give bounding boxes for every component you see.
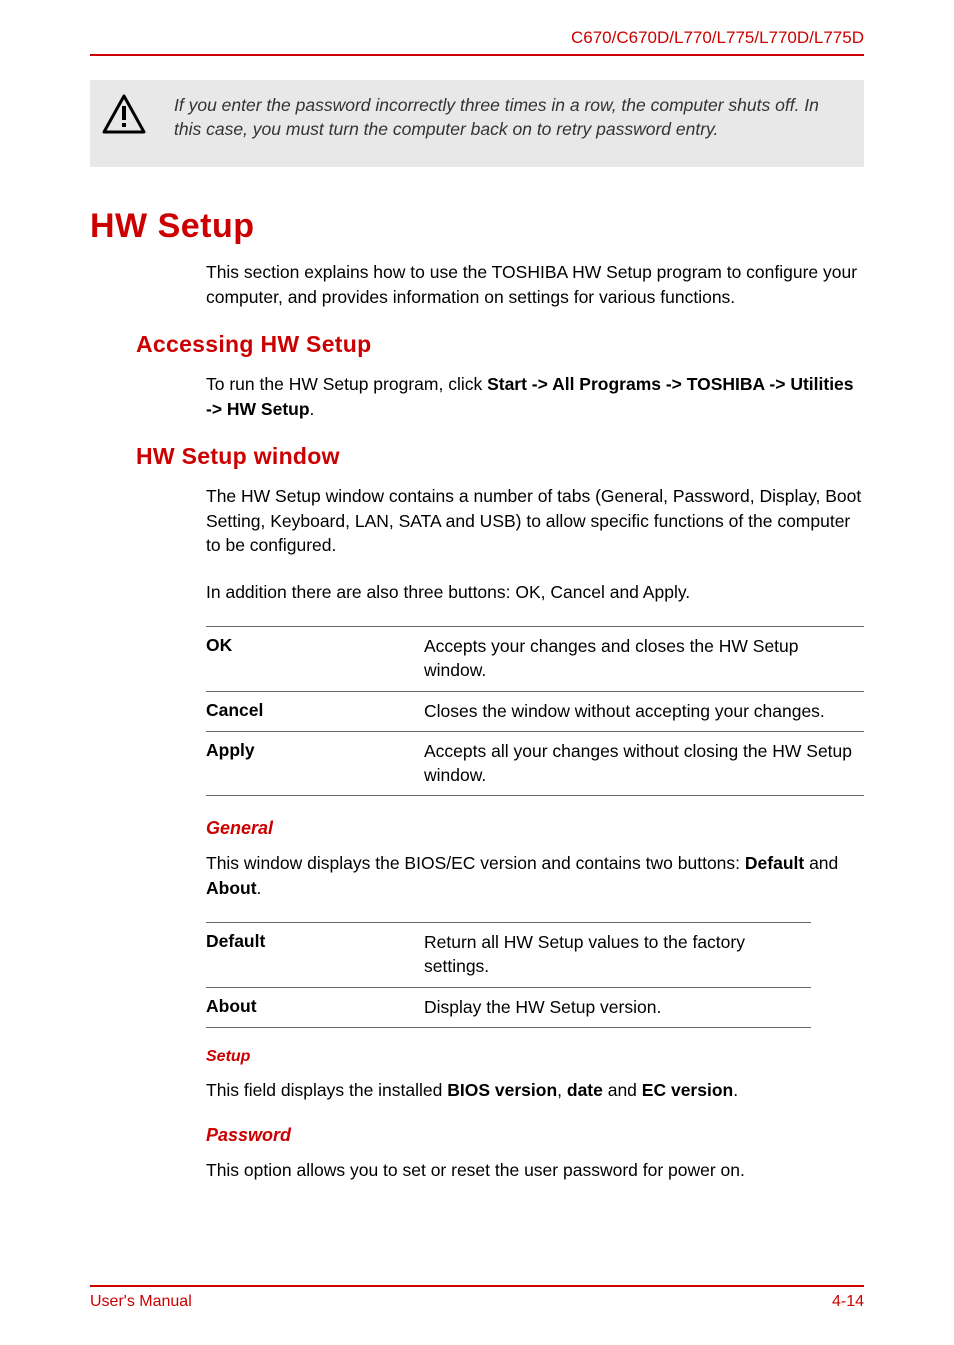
desc-about: Display the HW Setup version.	[424, 996, 811, 1020]
setup-text: This field displays the installed BIOS v…	[206, 1078, 864, 1103]
term-about: About	[206, 996, 424, 1020]
header-model-line: C670/C670D/L770/L775/L770D/L775D	[90, 28, 864, 54]
setup-prefix: This field displays the installed	[206, 1080, 447, 1100]
table-row: About Display the HW Setup version.	[206, 987, 811, 1029]
desc-ok: Accepts your changes and closes the HW S…	[424, 635, 864, 682]
setup-c1: ,	[557, 1080, 567, 1100]
general-b2: About	[206, 878, 257, 898]
setup-c2: and	[603, 1080, 642, 1100]
password-text: This option allows you to set or reset t…	[206, 1158, 864, 1183]
general-text: This window displays the BIOS/EC version…	[206, 851, 864, 900]
window-para2: In addition there are also three buttons…	[206, 580, 864, 605]
footer-row: User's Manual 4-14	[90, 1293, 864, 1311]
accessing-period: .	[310, 399, 315, 419]
window-para1: The HW Setup window contains a number of…	[206, 484, 864, 558]
h4-setup: Setup	[206, 1048, 864, 1066]
footer-left: User's Manual	[90, 1293, 192, 1311]
desc-cancel: Closes the window without accepting your…	[424, 700, 864, 724]
buttons-table: OK Accepts your changes and closes the H…	[206, 626, 864, 796]
setup-period: .	[733, 1080, 738, 1100]
accessing-prefix: To run the HW Setup program, click	[206, 374, 487, 394]
h2-accessing: Accessing HW Setup	[90, 331, 864, 358]
table-row: Default Return all HW Setup values to th…	[206, 922, 811, 986]
hw-setup-intro: This section explains how to use the TOS…	[206, 260, 864, 309]
setup-b2: date	[567, 1080, 603, 1100]
general-prefix: This window displays the BIOS/EC version…	[206, 853, 745, 873]
header-rule	[90, 54, 864, 56]
desc-default: Return all HW Setup values to the factor…	[424, 931, 811, 978]
warning-text: If you enter the password incorrectly th…	[146, 94, 848, 141]
h3-general: General	[206, 818, 864, 839]
setup-b3: EC version	[642, 1080, 733, 1100]
general-and: and	[804, 853, 838, 873]
footer-rule	[90, 1285, 864, 1287]
desc-apply: Accepts all your changes without closing…	[424, 740, 864, 787]
term-default: Default	[206, 931, 424, 978]
setup-b1: BIOS version	[447, 1080, 557, 1100]
general-period: .	[257, 878, 262, 898]
warning-icon	[102, 94, 146, 134]
h1-hw-setup: HW Setup	[90, 207, 864, 246]
term-apply: Apply	[206, 740, 424, 787]
footer-right: 4-14	[832, 1293, 864, 1311]
warning-box: If you enter the password incorrectly th…	[90, 80, 864, 167]
page: C670/C670D/L770/L775/L770D/L775D If you …	[0, 0, 954, 1345]
accessing-text: To run the HW Setup program, click Start…	[206, 372, 864, 421]
general-b1: Default	[745, 853, 804, 873]
general-table: Default Return all HW Setup values to th…	[206, 922, 811, 1028]
term-ok: OK	[206, 635, 424, 682]
footer: User's Manual 4-14	[90, 1285, 864, 1311]
h3-password: Password	[206, 1125, 864, 1146]
table-row: OK Accepts your changes and closes the H…	[206, 626, 864, 690]
table-row: Cancel Closes the window without accepti…	[206, 691, 864, 732]
table-row: Apply Accepts all your changes without c…	[206, 731, 864, 796]
term-cancel: Cancel	[206, 700, 424, 724]
h2-window: HW Setup window	[90, 443, 864, 470]
